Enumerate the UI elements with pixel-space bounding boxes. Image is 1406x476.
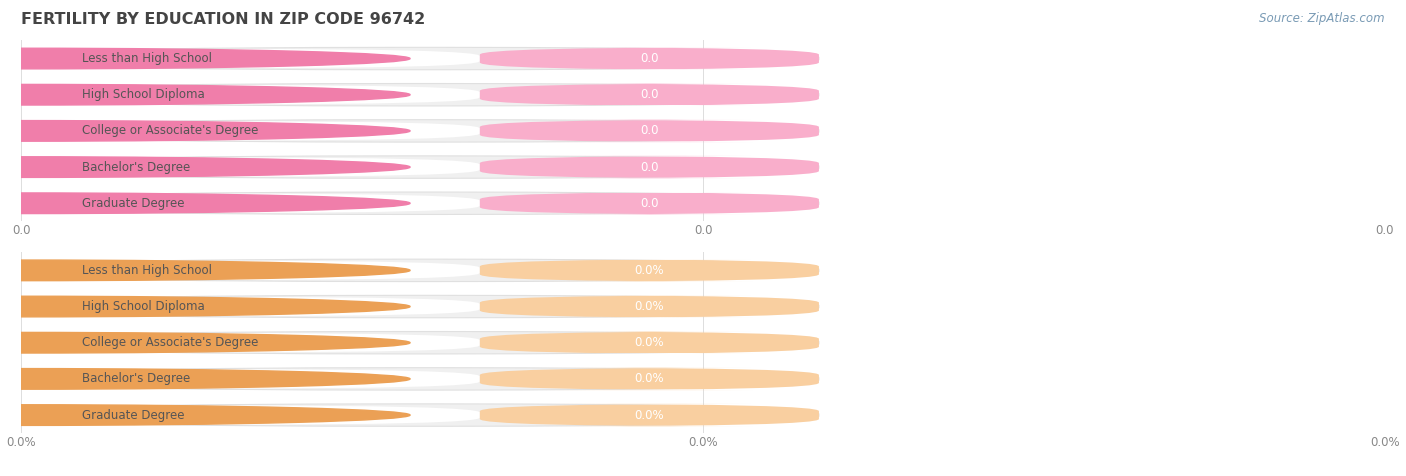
Circle shape: [0, 332, 411, 353]
Text: Graduate Degree: Graduate Degree: [83, 197, 186, 210]
Text: 0.0: 0.0: [640, 88, 658, 101]
Text: 0.0: 0.0: [640, 124, 658, 138]
FancyBboxPatch shape: [21, 83, 818, 106]
Text: 0.0%: 0.0%: [634, 336, 664, 349]
Circle shape: [0, 368, 411, 389]
Text: College or Associate's Degree: College or Associate's Degree: [83, 336, 259, 349]
Circle shape: [0, 260, 411, 281]
FancyBboxPatch shape: [479, 83, 818, 106]
FancyBboxPatch shape: [32, 157, 479, 177]
FancyBboxPatch shape: [21, 295, 818, 318]
FancyBboxPatch shape: [32, 121, 479, 141]
Circle shape: [0, 84, 411, 105]
Text: 0.0%: 0.0%: [634, 300, 664, 313]
FancyBboxPatch shape: [479, 295, 818, 318]
FancyBboxPatch shape: [32, 85, 479, 105]
FancyBboxPatch shape: [479, 119, 818, 142]
Text: Graduate Degree: Graduate Degree: [83, 408, 186, 422]
FancyBboxPatch shape: [32, 297, 479, 317]
Text: 0.0%: 0.0%: [634, 372, 664, 386]
Text: 0.0: 0.0: [640, 52, 658, 65]
Circle shape: [0, 193, 411, 214]
FancyBboxPatch shape: [32, 193, 479, 213]
Text: 0.0: 0.0: [640, 160, 658, 174]
FancyBboxPatch shape: [479, 259, 818, 282]
Circle shape: [0, 120, 411, 141]
FancyBboxPatch shape: [21, 47, 818, 70]
FancyBboxPatch shape: [32, 405, 479, 425]
FancyBboxPatch shape: [32, 333, 479, 353]
Text: Bachelor's Degree: Bachelor's Degree: [83, 160, 191, 174]
FancyBboxPatch shape: [479, 156, 818, 178]
Circle shape: [0, 157, 411, 178]
FancyBboxPatch shape: [479, 404, 818, 426]
FancyBboxPatch shape: [21, 119, 818, 142]
Text: Less than High School: Less than High School: [83, 52, 212, 65]
Circle shape: [0, 296, 411, 317]
Text: 0.0%: 0.0%: [634, 408, 664, 422]
FancyBboxPatch shape: [21, 192, 818, 215]
Text: Bachelor's Degree: Bachelor's Degree: [83, 372, 191, 386]
Text: 0.0%: 0.0%: [634, 264, 664, 277]
FancyBboxPatch shape: [479, 331, 818, 354]
FancyBboxPatch shape: [479, 367, 818, 390]
Text: Source: ZipAtlas.com: Source: ZipAtlas.com: [1260, 12, 1385, 25]
Text: FERTILITY BY EDUCATION IN ZIP CODE 96742: FERTILITY BY EDUCATION IN ZIP CODE 96742: [21, 12, 426, 27]
Text: High School Diploma: High School Diploma: [83, 88, 205, 101]
FancyBboxPatch shape: [479, 47, 818, 70]
FancyBboxPatch shape: [32, 369, 479, 389]
Text: Less than High School: Less than High School: [83, 264, 212, 277]
FancyBboxPatch shape: [21, 404, 818, 426]
Circle shape: [0, 48, 411, 69]
FancyBboxPatch shape: [21, 367, 818, 390]
Text: College or Associate's Degree: College or Associate's Degree: [83, 124, 259, 138]
FancyBboxPatch shape: [21, 259, 818, 282]
Text: 0.0: 0.0: [640, 197, 658, 210]
FancyBboxPatch shape: [479, 192, 818, 215]
Circle shape: [0, 405, 411, 426]
FancyBboxPatch shape: [32, 49, 479, 69]
FancyBboxPatch shape: [21, 156, 818, 178]
FancyBboxPatch shape: [32, 260, 479, 280]
FancyBboxPatch shape: [21, 331, 818, 354]
Text: High School Diploma: High School Diploma: [83, 300, 205, 313]
